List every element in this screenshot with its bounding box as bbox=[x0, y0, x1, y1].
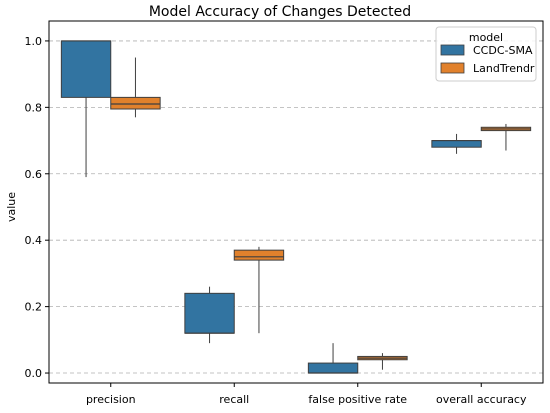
y-tick-label: 0.4 bbox=[25, 234, 43, 247]
y-tick-label: 0.0 bbox=[25, 367, 43, 380]
legend-swatch-ccdc-sma bbox=[440, 44, 465, 56]
box-ccdc-sma bbox=[431, 133, 482, 154]
iqr-box bbox=[110, 96, 161, 110]
y-tick-label: 1.0 bbox=[25, 35, 43, 48]
x-tick-label: overall accuracy bbox=[436, 393, 527, 406]
y-tick-label: 0.8 bbox=[25, 101, 43, 114]
y-tick-label: 0.6 bbox=[25, 168, 43, 181]
box-ccdc-sma bbox=[307, 343, 359, 374]
chart-title: Model Accuracy of Changes Detected bbox=[149, 4, 411, 20]
box-ccdc-sma bbox=[60, 40, 112, 178]
legend-label-ccdc-sma: CCDC-SMA bbox=[473, 44, 533, 57]
x-tick-label: false positive rate bbox=[308, 393, 407, 406]
legend: model CCDC-SMA LandTrendr bbox=[435, 26, 537, 82]
legend-label-landtrendr: LandTrendr bbox=[473, 62, 535, 75]
legend-title: model bbox=[469, 31, 503, 44]
box-landtrendr bbox=[233, 246, 285, 334]
iqr-box bbox=[431, 140, 482, 148]
plot-frame bbox=[48, 20, 544, 384]
box-landtrendr bbox=[110, 57, 161, 118]
boxes bbox=[60, 40, 532, 374]
iqr-box bbox=[60, 40, 112, 98]
y-tick-label: 0.2 bbox=[25, 301, 43, 314]
grid-lines bbox=[49, 40, 543, 374]
iqr-box bbox=[184, 292, 235, 334]
x-tick-label: precision bbox=[86, 393, 136, 406]
iqr-box bbox=[307, 362, 359, 374]
x-tick-label: recall bbox=[219, 393, 249, 406]
box-ccdc-sma bbox=[184, 286, 235, 344]
iqr-box bbox=[233, 249, 285, 261]
box-landtrendr bbox=[480, 123, 532, 151]
y-axis-label: value bbox=[5, 192, 18, 222]
legend-swatch-landtrendr bbox=[440, 62, 465, 74]
axis-ticks: 0.0 0.2 0.4 0.6 0.8 1.0 precision recall false p… bbox=[25, 35, 527, 406]
box-landtrendr bbox=[357, 353, 408, 370]
